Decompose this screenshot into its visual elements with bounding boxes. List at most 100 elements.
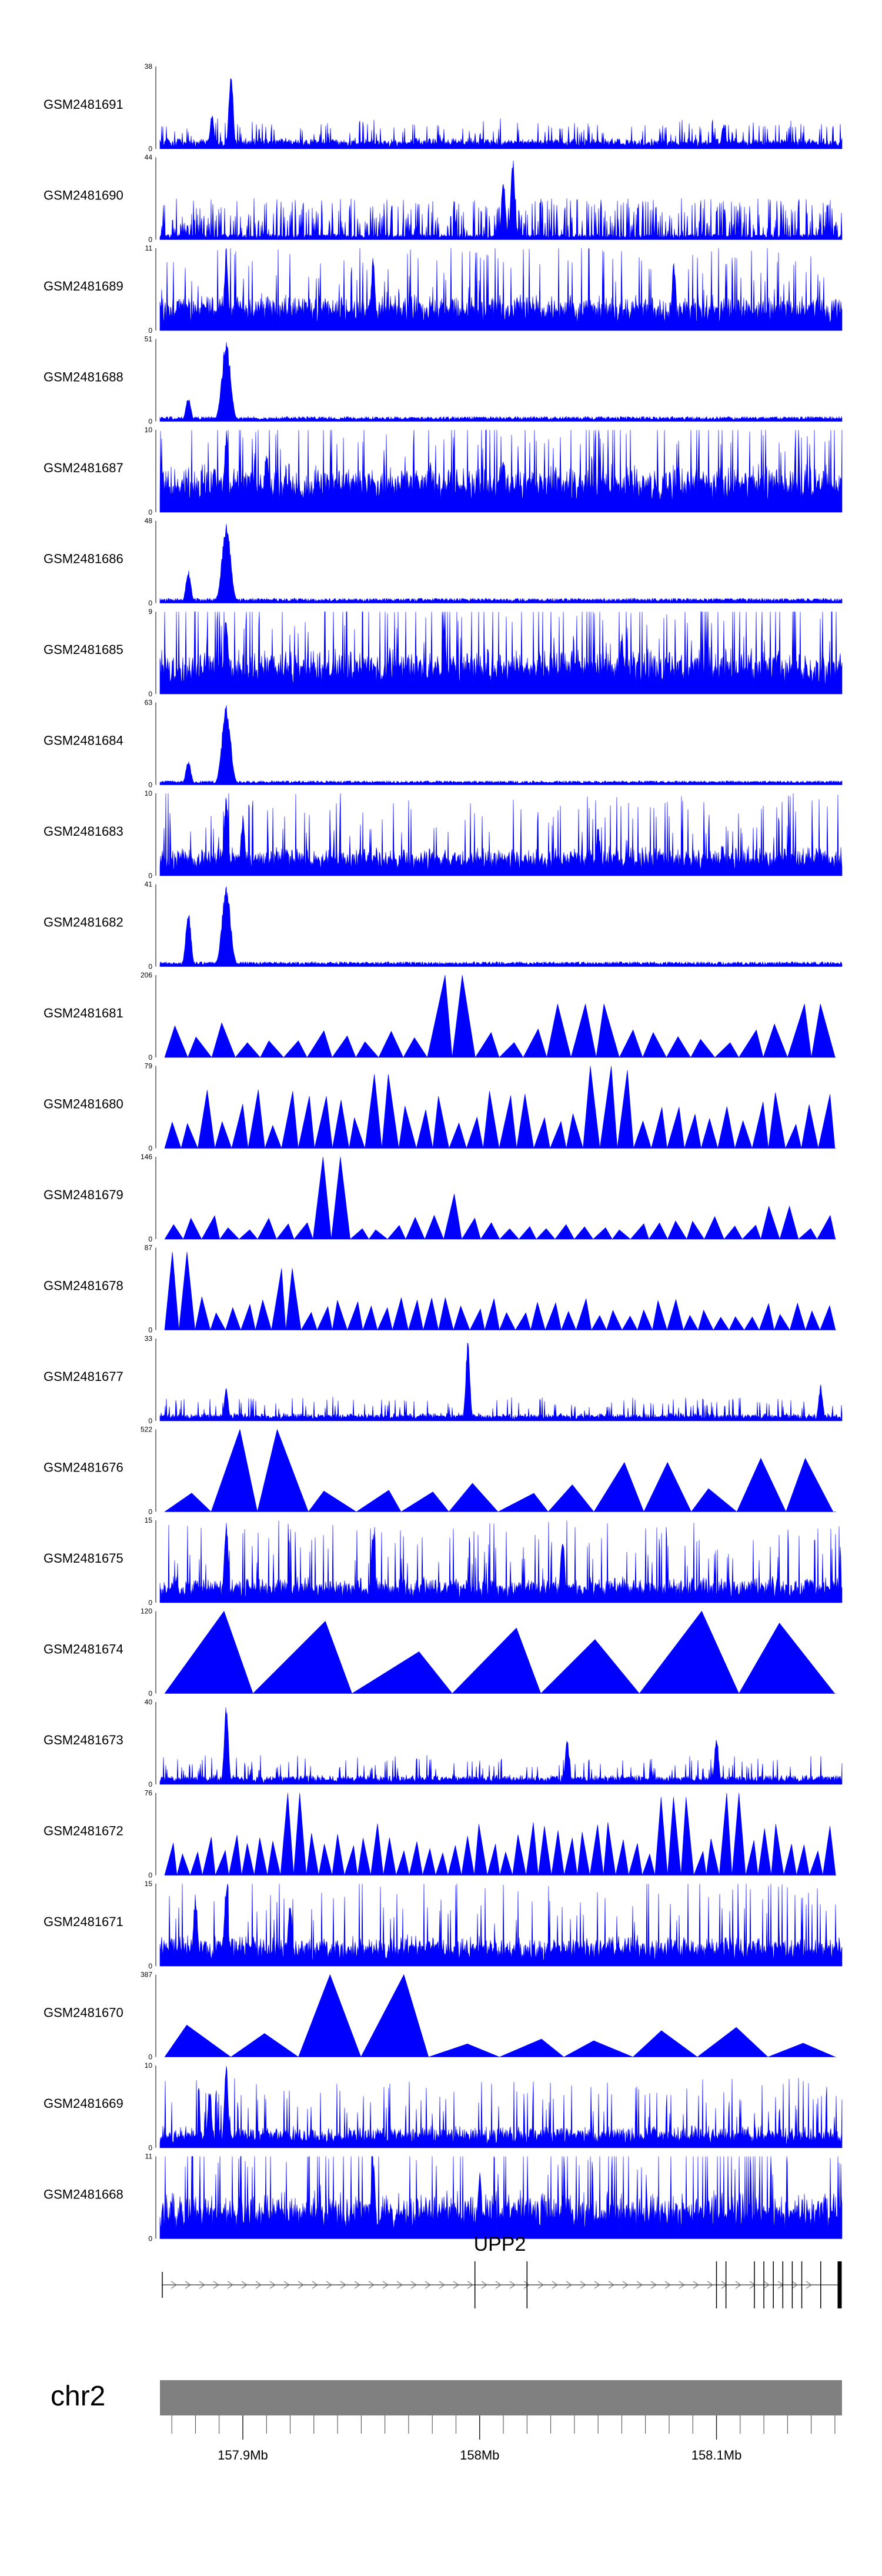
track-label: GSM2481688: [44, 370, 123, 385]
track-GSM2481674: GSM2481674 120 0: [44, 1607, 836, 1698]
strand-arrow: [749, 2281, 756, 2289]
track-ymin-label: 0: [148, 236, 152, 244]
strand-arrow: [312, 2281, 319, 2289]
track-GSM2481680: GSM2481680 79 0: [44, 1062, 836, 1153]
track-ymin-label: 0: [148, 1690, 152, 1698]
track-ymin-label: 0: [148, 418, 152, 426]
strand-arrow: [552, 2281, 559, 2289]
track-ymin-label: 0: [148, 1326, 152, 1334]
track-ymax-label: 87: [145, 1244, 153, 1252]
strand-arrow: [326, 2281, 333, 2289]
strand-arrow: [171, 2281, 178, 2289]
track-ymax-label: 206: [141, 971, 152, 979]
track-signal-area: [159, 886, 843, 967]
strand-arrow: [566, 2281, 573, 2289]
track-ymax-label: 15: [145, 1880, 153, 1888]
strand-arrow: [806, 2281, 813, 2289]
track-ymax-label: 11: [145, 244, 153, 252]
track-label: GSM2481668: [44, 2187, 123, 2202]
axis-tick-label: 158Mb: [460, 2448, 499, 2462]
track-label: GSM2481690: [44, 188, 123, 203]
track-GSM2481675: GSM2481675 15 0: [44, 1516, 843, 1607]
track-label: GSM2481675: [44, 1551, 123, 1566]
signal-tracks: GSM2481691380GSM2481690440GSM2481689110G…: [44, 62, 843, 2243]
track-ymax-label: 10: [145, 426, 153, 434]
track-GSM2481685: GSM2481685 9 0: [44, 608, 843, 698]
track-ymax-label: 10: [145, 2061, 153, 2070]
track-signal-area: [159, 78, 843, 149]
track-ymin-label: 0: [148, 1871, 152, 1880]
track-signal-area: [159, 793, 843, 876]
track-ymin-label: 0: [148, 1508, 152, 1516]
track-label: GSM2481680: [44, 1097, 123, 1112]
track-label: GSM2481691: [44, 97, 123, 112]
track-ymin-label: 0: [148, 2053, 152, 2061]
strand-arrow: [707, 2281, 714, 2289]
strand-arrow: [227, 2281, 234, 2289]
track-ymin-label: 0: [148, 2144, 152, 2152]
track-GSM2481670: GSM2481670 387 0: [44, 1971, 836, 2061]
strand-arrow: [523, 2281, 530, 2289]
track-GSM2481668: GSM2481668 11 0: [44, 2153, 843, 2243]
track-GSM2481689: GSM2481689 11 0: [44, 244, 843, 335]
strand-arrow: [396, 2281, 403, 2289]
strand-arrow: [721, 2281, 728, 2289]
track-GSM2481678: GSM2481678 87 0: [44, 1244, 836, 1334]
track-GSM2481690: GSM2481690 44 0: [44, 154, 843, 244]
strand-arrow: [679, 2281, 686, 2289]
strand-arrow: [185, 2281, 192, 2289]
track-ymin-label: 0: [148, 963, 152, 971]
track-ymin-label: 0: [148, 145, 152, 153]
track-label: GSM2481673: [44, 1733, 123, 1747]
strand-arrow: [495, 2281, 502, 2289]
track-ymax-label: 48: [145, 517, 153, 525]
track-label: GSM2481689: [44, 279, 123, 293]
track-ymax-label: 44: [145, 154, 153, 162]
track-GSM2481686: GSM2481686 48 0: [44, 517, 843, 608]
track-label: GSM2481684: [44, 733, 123, 748]
strand-arrow: [298, 2281, 305, 2289]
strand-arrow: [368, 2281, 375, 2289]
track-signal-area: [164, 975, 836, 1059]
track-label: GSM2481671: [44, 1914, 123, 1929]
strand-arrow: [340, 2281, 347, 2289]
track-GSM2481683: GSM2481683 10 0: [44, 789, 843, 880]
track-label: GSM2481685: [44, 642, 123, 657]
chromosome-label: chr2: [51, 2381, 105, 2412]
track-ymin-label: 0: [148, 1962, 152, 1970]
track-GSM2481682: GSM2481682 41 0: [44, 880, 843, 971]
track-signal-area: [164, 1610, 836, 1694]
strand-arrow: [636, 2281, 643, 2289]
strand-arrow: [213, 2281, 220, 2289]
track-GSM2481673: GSM2481673 40 0: [44, 1698, 843, 1788]
genome-axis-track: chr2 157.9Mb 158Mb 158.1Mb: [51, 2380, 842, 2462]
track-ymax-label: 120: [141, 1607, 152, 1616]
track-ymax-label: 76: [145, 1789, 153, 1797]
track-signal-area: [159, 429, 843, 513]
strand-arrow: [791, 2281, 799, 2289]
track-ymin-label: 0: [148, 599, 152, 608]
strand-arrow: [622, 2281, 629, 2289]
strand-arrow: [467, 2281, 474, 2289]
track-ymin-label: 0: [148, 1780, 152, 1788]
track-signal-area: [159, 523, 843, 603]
track-signal-area: [159, 1342, 843, 1422]
track-label: GSM2481676: [44, 1460, 123, 1475]
strand-arrow: [580, 2281, 587, 2289]
strand-arrow: [283, 2281, 290, 2289]
track-GSM2481677: GSM2481677 33 0: [44, 1334, 843, 1425]
track-GSM2481687: GSM2481687 10 0: [44, 426, 843, 516]
track-ymax-label: 522: [141, 1426, 152, 1434]
track-ymax-label: 387: [141, 1971, 152, 1979]
track-GSM2481691: GSM2481691 38 0: [44, 62, 843, 153]
track-ymax-label: 9: [148, 608, 152, 616]
track-signal-area: [159, 2066, 843, 2148]
track-label: GSM2481674: [44, 1642, 123, 1657]
track-ymax-label: 11: [145, 2153, 153, 2161]
track-GSM2481672: GSM2481672 76 0: [44, 1789, 836, 1880]
track-ymax-label: 146: [141, 1153, 152, 1161]
strand-arrow: [594, 2281, 601, 2289]
strand-arrow: [664, 2281, 671, 2289]
track-signal-area: [164, 1974, 836, 2058]
strand-arrow: [608, 2281, 615, 2289]
